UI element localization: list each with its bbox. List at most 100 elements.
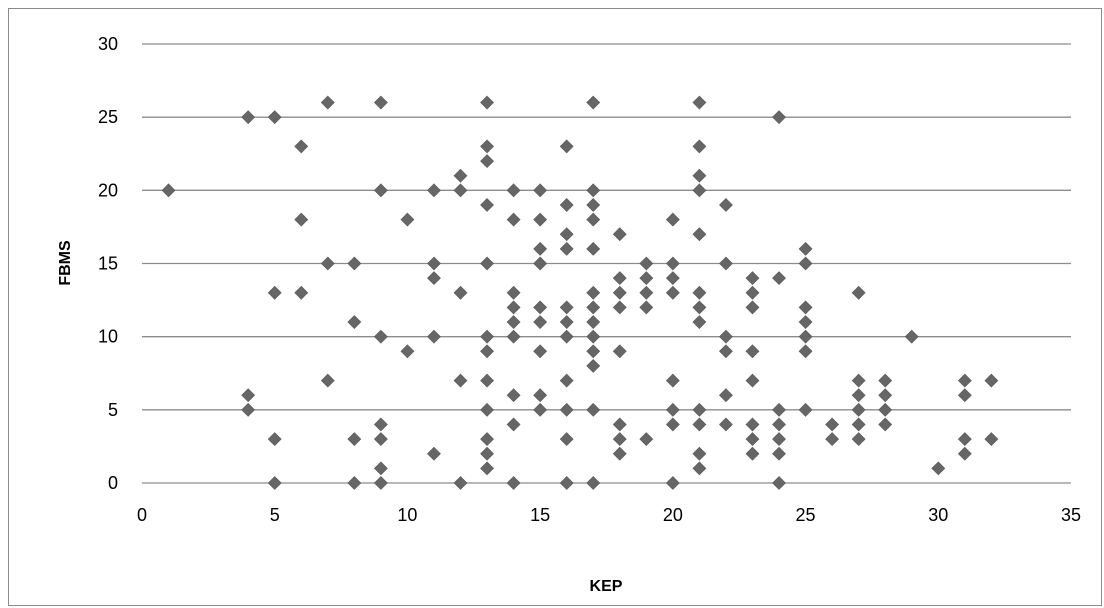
data-point bbox=[798, 241, 813, 256]
data-point bbox=[692, 139, 707, 154]
data-point bbox=[586, 241, 601, 256]
y-tick-label: 25 bbox=[98, 107, 118, 127]
data-point bbox=[719, 329, 733, 344]
x-tick-label: 0 bbox=[137, 505, 147, 525]
data-point bbox=[586, 183, 601, 198]
data-point bbox=[480, 329, 494, 344]
y-tick-label: 20 bbox=[98, 180, 118, 200]
data-point bbox=[719, 256, 733, 271]
data-point bbox=[665, 285, 680, 300]
data-point bbox=[480, 461, 494, 476]
data-point bbox=[639, 300, 654, 315]
data-point bbox=[373, 417, 388, 432]
gridlines bbox=[142, 43, 1071, 484]
data-point bbox=[559, 227, 574, 242]
data-point bbox=[665, 212, 680, 227]
data-point bbox=[400, 212, 415, 227]
data-point bbox=[745, 285, 760, 300]
data-point bbox=[241, 388, 256, 403]
data-point bbox=[772, 446, 786, 461]
data-points bbox=[161, 95, 999, 490]
data-point bbox=[506, 329, 521, 344]
data-point bbox=[241, 110, 256, 125]
data-point bbox=[612, 432, 627, 447]
data-point bbox=[639, 271, 654, 286]
data-point bbox=[612, 446, 627, 461]
data-point bbox=[957, 373, 972, 388]
data-point bbox=[692, 183, 707, 198]
data-point bbox=[559, 315, 574, 329]
data-point bbox=[506, 417, 521, 432]
x-tick-label: 35 bbox=[1061, 505, 1081, 525]
data-point bbox=[586, 402, 601, 417]
data-point bbox=[798, 329, 813, 344]
data-point bbox=[772, 271, 786, 286]
data-point bbox=[320, 373, 335, 388]
data-point bbox=[453, 476, 468, 490]
data-point bbox=[878, 388, 893, 403]
data-point bbox=[957, 432, 972, 447]
data-point bbox=[612, 271, 627, 286]
data-point bbox=[825, 432, 840, 447]
data-point bbox=[745, 446, 760, 461]
data-point bbox=[665, 256, 680, 271]
data-point bbox=[373, 95, 388, 110]
data-point bbox=[692, 417, 707, 432]
data-point bbox=[373, 476, 388, 490]
data-point bbox=[506, 183, 521, 198]
data-point bbox=[639, 432, 654, 447]
data-point bbox=[692, 285, 707, 300]
data-point bbox=[692, 300, 707, 315]
data-point bbox=[427, 271, 441, 286]
x-tick-label: 25 bbox=[796, 505, 816, 525]
data-point bbox=[772, 417, 786, 432]
data-point bbox=[798, 256, 813, 271]
y-tick-label: 30 bbox=[98, 34, 118, 54]
data-point bbox=[373, 461, 388, 476]
data-point bbox=[851, 285, 866, 300]
data-point bbox=[533, 212, 548, 227]
data-point bbox=[161, 183, 176, 198]
data-point bbox=[506, 476, 521, 490]
data-point bbox=[719, 417, 733, 432]
x-tick-labels: 0 5 10 15 20 25 30 35 bbox=[137, 505, 1081, 525]
x-tick-label: 30 bbox=[928, 505, 948, 525]
x-tick-label: 15 bbox=[530, 505, 550, 525]
data-point bbox=[427, 446, 441, 461]
data-point bbox=[745, 271, 760, 286]
data-point bbox=[480, 256, 494, 271]
data-point bbox=[798, 315, 813, 329]
data-point bbox=[533, 256, 548, 271]
data-point bbox=[480, 373, 494, 388]
data-point bbox=[533, 183, 548, 198]
data-point bbox=[878, 417, 893, 432]
data-point bbox=[506, 285, 521, 300]
data-point bbox=[347, 432, 362, 447]
data-point bbox=[586, 198, 601, 212]
data-point bbox=[347, 315, 362, 329]
data-point bbox=[559, 476, 574, 490]
data-point bbox=[453, 183, 468, 198]
data-point bbox=[559, 329, 574, 344]
data-point bbox=[373, 432, 388, 447]
data-point bbox=[984, 373, 999, 388]
y-axis-title: FBMS bbox=[57, 240, 74, 286]
data-point bbox=[586, 359, 601, 373]
data-point bbox=[480, 95, 494, 110]
data-point bbox=[506, 300, 521, 315]
y-tick-label: 10 bbox=[98, 327, 118, 347]
data-point bbox=[427, 256, 441, 271]
data-point bbox=[427, 183, 441, 198]
data-point bbox=[533, 241, 548, 256]
data-point bbox=[692, 446, 707, 461]
x-axis-title: KEP bbox=[590, 578, 623, 595]
data-point bbox=[559, 198, 574, 212]
data-point bbox=[798, 402, 813, 417]
y-tick-label: 15 bbox=[98, 254, 118, 274]
data-point bbox=[665, 271, 680, 286]
data-point bbox=[692, 227, 707, 242]
data-point bbox=[772, 476, 786, 490]
data-point bbox=[586, 300, 601, 315]
data-point bbox=[267, 110, 282, 125]
x-tick-label: 10 bbox=[397, 505, 417, 525]
